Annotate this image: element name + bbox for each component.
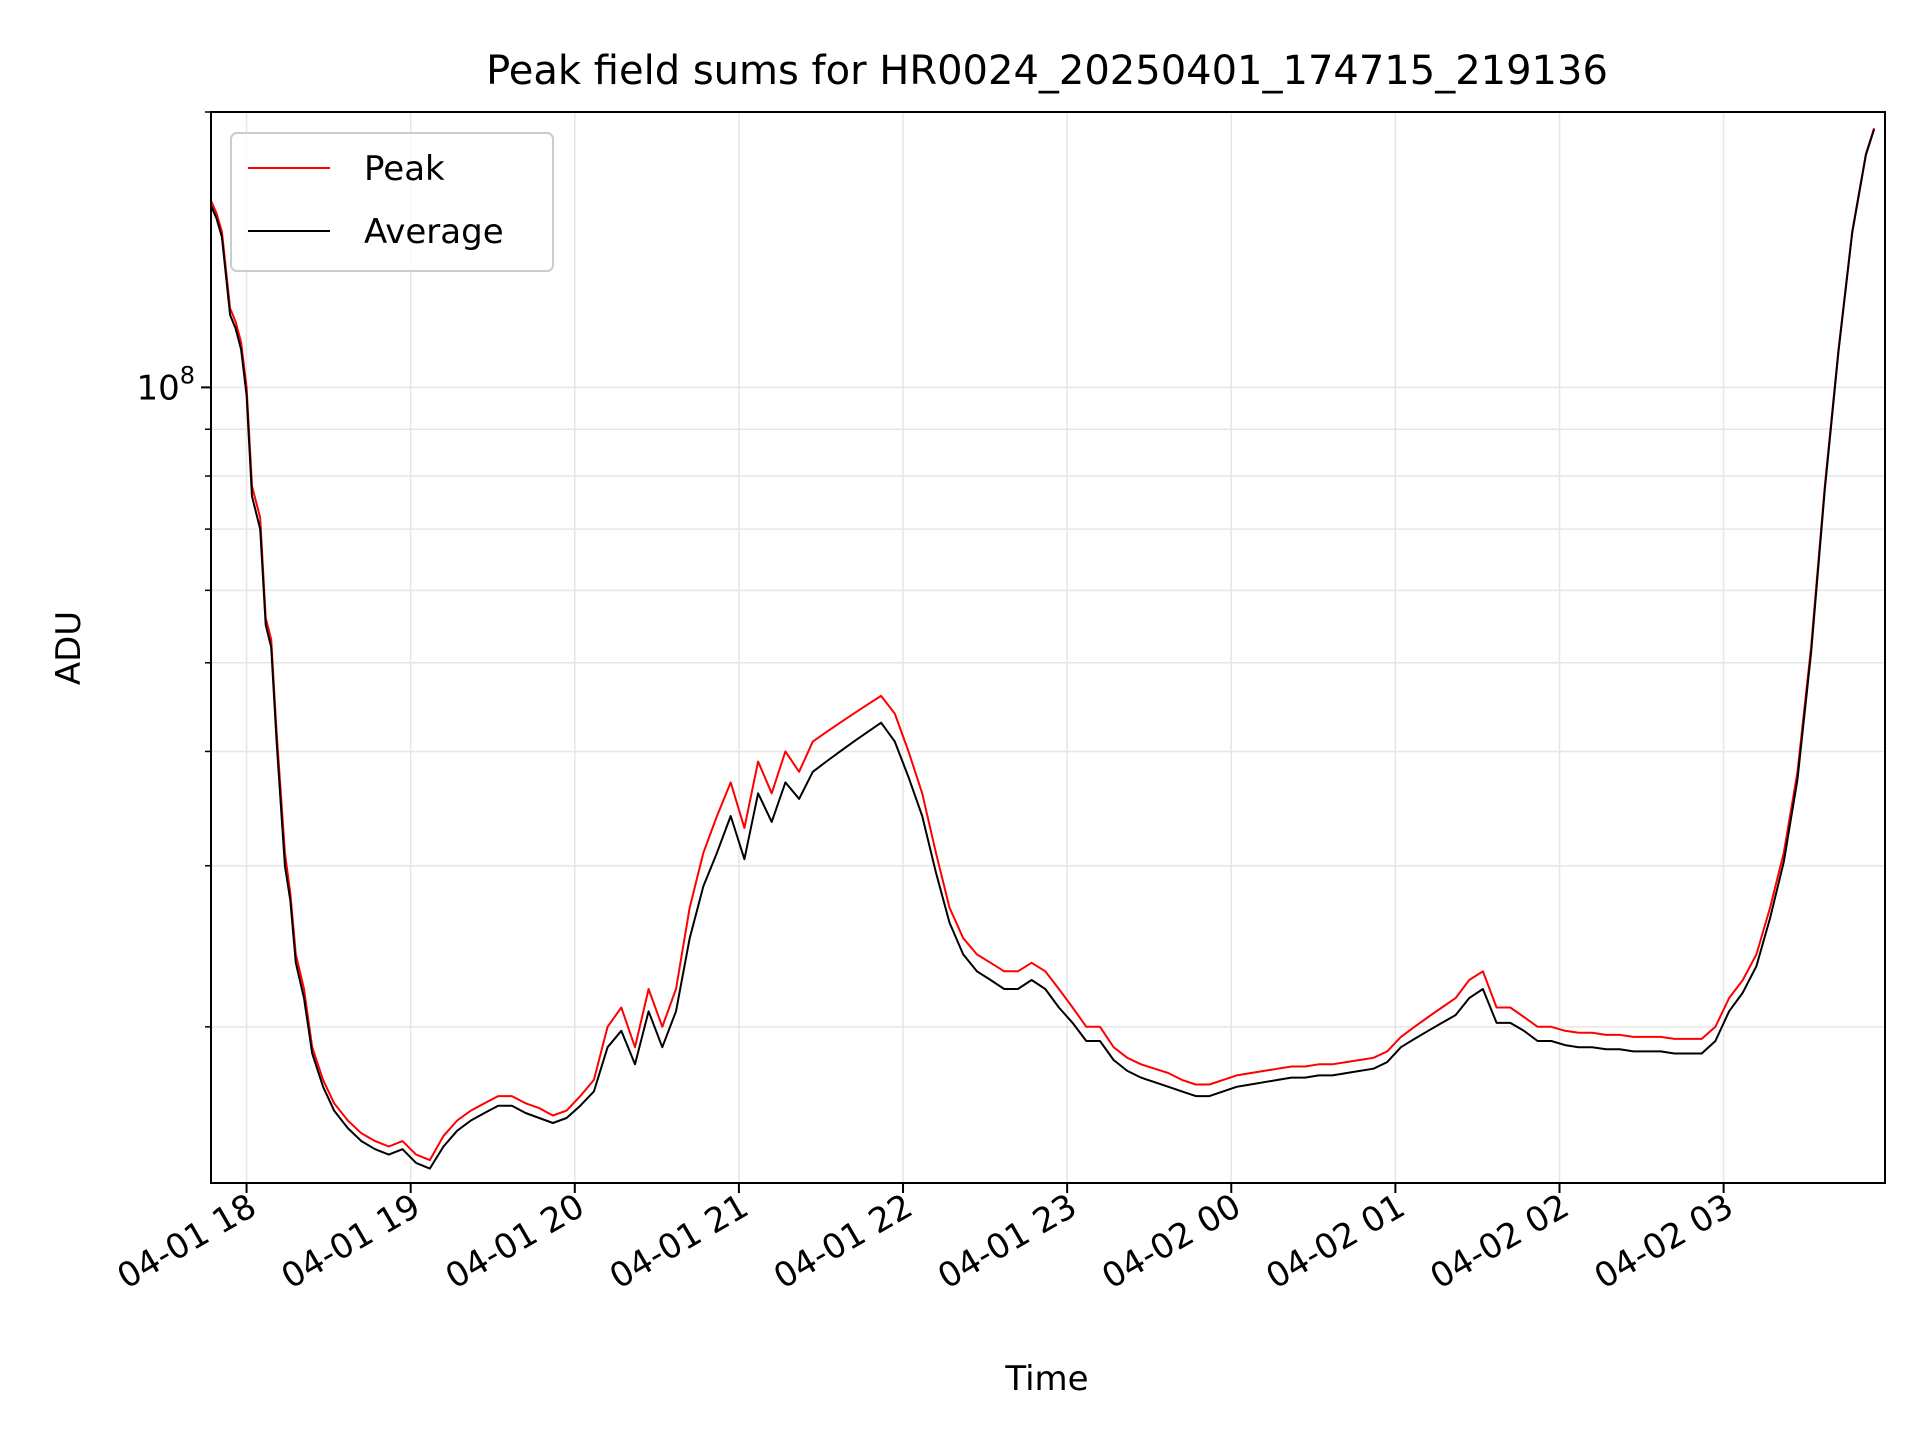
x-axis-label: Time xyxy=(1004,1359,1088,1399)
plot-frame xyxy=(210,111,1886,1184)
series-line-peak xyxy=(211,127,1876,1162)
legend-label-peak: Peak xyxy=(364,149,445,189)
series-line-average xyxy=(211,128,1876,1170)
series-layer xyxy=(211,127,1876,1170)
legend-label-average: Average xyxy=(364,212,504,252)
chart-title: Peak field sums for HR0024_20250401_1747… xyxy=(486,48,1608,94)
y-axis-label: ADU xyxy=(49,611,89,685)
y-axis: 108 xyxy=(136,111,211,1028)
legend: Peak Average xyxy=(230,132,554,272)
y-tick-label: 108 xyxy=(136,361,195,408)
